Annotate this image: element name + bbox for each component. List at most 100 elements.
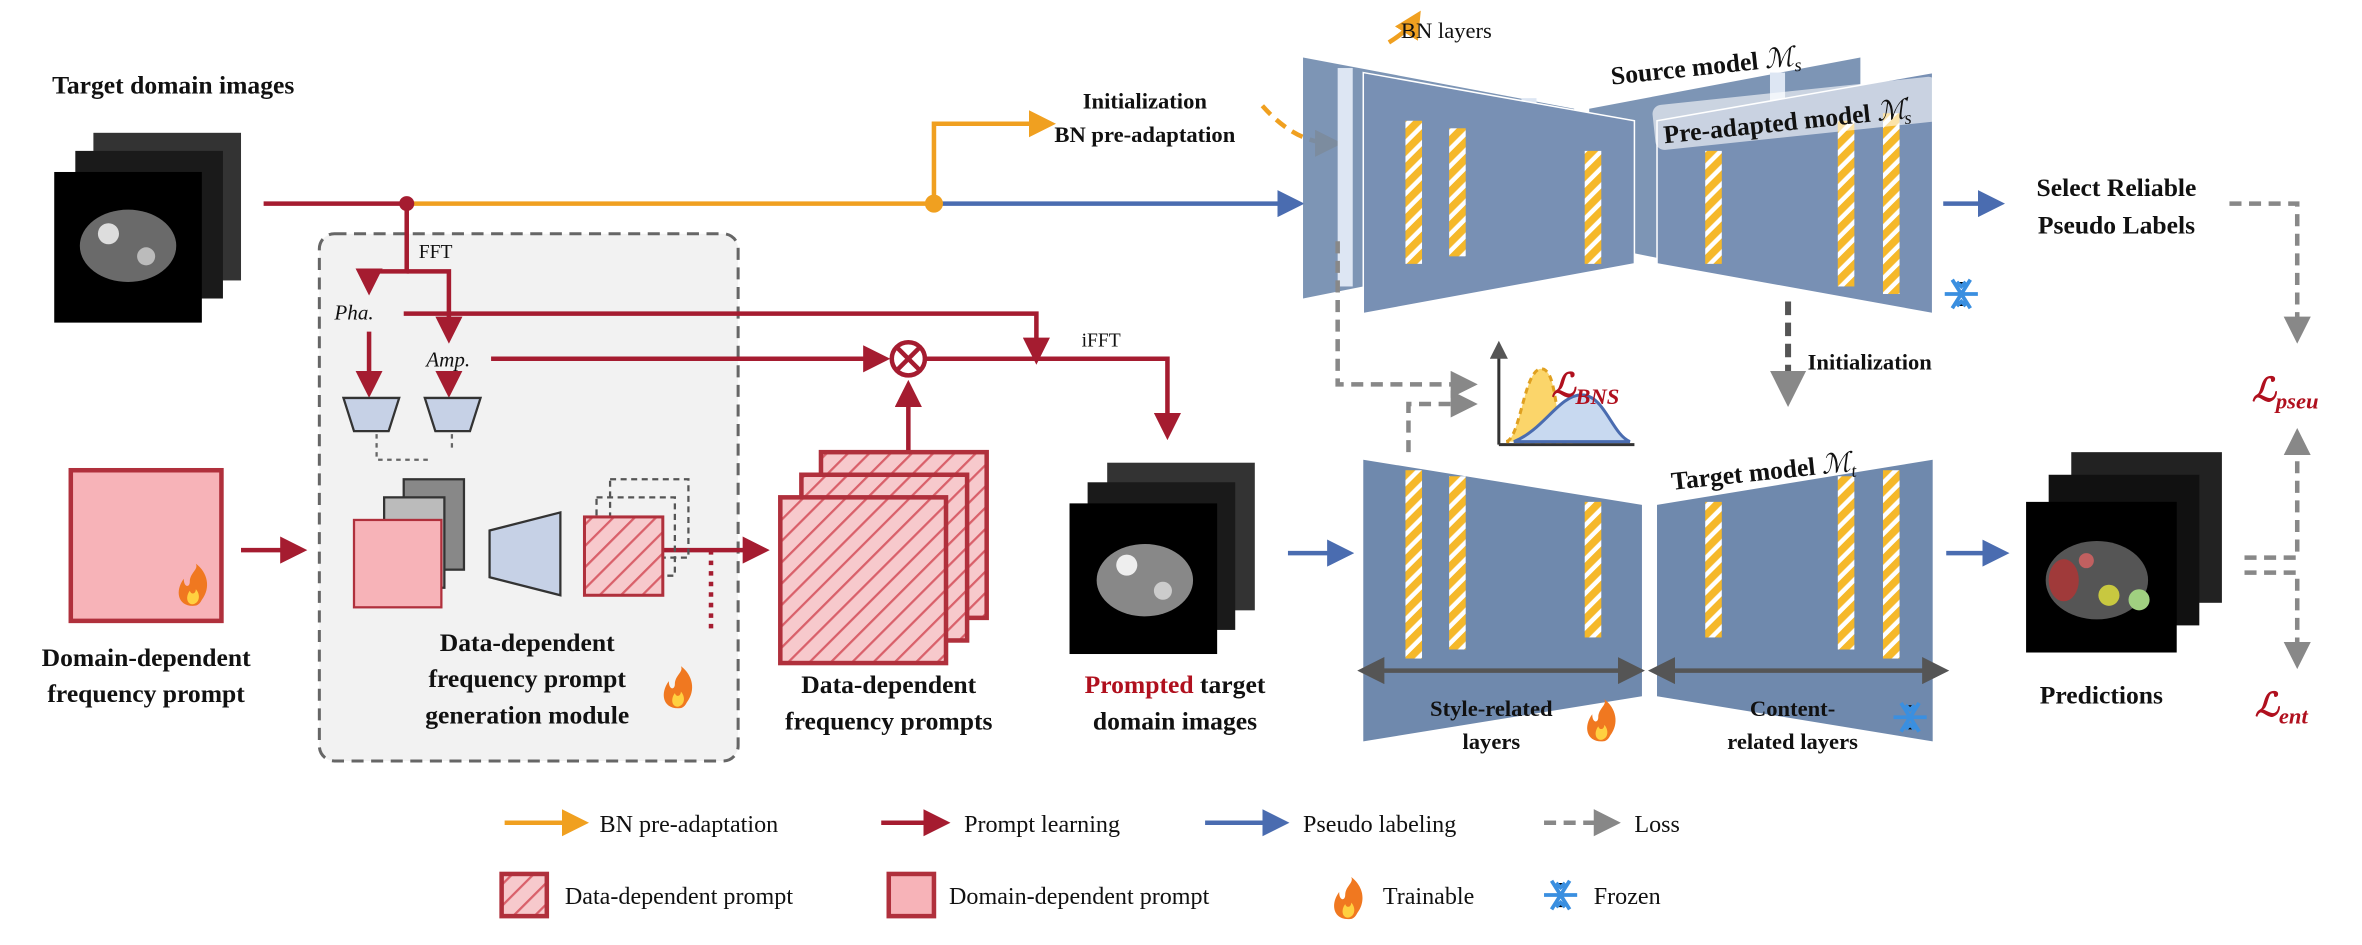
data-prompts-label: Data-dependent <box>801 670 976 699</box>
flow-lines-part <box>1260 104 1343 157</box>
legend-label: Frozen <box>1594 884 1661 910</box>
prediction-images-part <box>2048 559 2079 602</box>
snowflake-icon-part <box>1893 701 1927 733</box>
prediction-images <box>2026 452 2222 653</box>
legend-label: BN pre-adaptation <box>600 812 779 838</box>
phase-label: Pha. <box>333 301 373 325</box>
fft-lines <box>241 203 1181 633</box>
prediction-images-part <box>2045 541 2149 620</box>
domain-prompt-label: frequency prompt <box>47 679 245 708</box>
amplitude-label: Amp. <box>424 347 470 371</box>
fire-icon-part <box>178 563 208 606</box>
module-parts-part <box>423 396 483 433</box>
legend-label: Trainable <box>1383 884 1474 910</box>
preadapted-model-part <box>1584 150 1602 264</box>
label-backdrop <box>1652 76 1941 150</box>
select-label: Select Reliable <box>2036 173 2196 202</box>
fire-icon-part <box>672 691 684 707</box>
bns-plot <box>1499 350 1635 447</box>
bn-layers-label: BN layers <box>1401 18 1492 43</box>
prediction-images-part <box>2098 584 2120 606</box>
module-label: frequency prompt <box>429 664 627 693</box>
ifft-label: iFFT <box>1082 331 1121 352</box>
select-label: Pseudo Labels <box>2038 211 2195 240</box>
data-prompts-part <box>778 495 949 666</box>
module-parts-part <box>582 515 665 597</box>
content-label: related layers <box>1727 729 1858 754</box>
flow-lines-part <box>924 194 943 213</box>
prompted-images-part <box>1153 581 1172 600</box>
preadapted-model-part <box>1882 113 1900 294</box>
input-images-part <box>137 247 156 266</box>
legend-label: Domain-dependent prompt <box>949 884 1210 910</box>
legend-label: Loss <box>1634 812 1680 838</box>
prompted-images-part <box>1116 554 1138 576</box>
target-model-part <box>1449 476 1466 650</box>
snowflake-icon-part <box>1944 278 1978 310</box>
legend-part <box>886 871 937 919</box>
fire-icon <box>1334 876 1363 920</box>
preadapted-model-part <box>1362 71 1636 315</box>
fire-icon <box>1587 699 1616 742</box>
module-parts-part <box>341 396 401 433</box>
target-model-part <box>1705 501 1722 638</box>
domain-prompt-label: Domain-dependent <box>42 643 252 672</box>
predictions-label: Predictions <box>2040 681 2163 710</box>
loss-lines-part <box>1406 390 1478 453</box>
target-model-part <box>1584 501 1602 638</box>
loss-symbol: ℒ <box>2252 372 2278 409</box>
legend-label: Prompt learning <box>964 812 1120 838</box>
loss-lines-part <box>1335 241 1478 398</box>
model-sub: s <box>1903 107 1912 128</box>
snowflake-icon <box>1944 278 1978 310</box>
prompted-text: target <box>1200 670 1266 699</box>
loss-lines-part <box>2244 570 2311 670</box>
loss-symbol: ℒ <box>1552 367 1578 404</box>
flow-lines-part <box>1387 10 1421 45</box>
preadapted-model-part <box>1449 128 1466 257</box>
fire-icon-part <box>1587 699 1616 742</box>
fire-icon-part <box>1334 876 1363 920</box>
module-parts-part <box>488 510 562 597</box>
prediction-images-part <box>2078 553 2094 569</box>
module-parts-part <box>375 434 454 461</box>
loss-pseu: ℒpseu <box>2252 372 2319 414</box>
fft-lines-part <box>894 345 922 373</box>
loss-lines-part <box>2244 428 2311 560</box>
target-model-part <box>1882 470 1900 659</box>
input-images-part <box>79 209 177 282</box>
source-model-part <box>1337 68 1353 287</box>
content-label: Content- <box>1750 696 1835 721</box>
prediction-images-part <box>2128 589 2150 611</box>
legend-label: Data-dependent prompt <box>565 884 793 910</box>
legend-part <box>499 871 550 919</box>
input-title: Target domain images <box>52 71 294 100</box>
fire-icon-part <box>663 666 693 709</box>
loss-lines-part <box>2229 201 2311 344</box>
style-label: layers <box>1462 729 1520 754</box>
loss-sub: BNS <box>1574 384 1619 409</box>
loss-symbol: ℒ <box>2255 687 2281 724</box>
init-label: BN pre-adaptation <box>1054 122 1235 147</box>
legend <box>499 809 1621 919</box>
model-sub: s <box>1793 55 1802 76</box>
fire-icon <box>663 666 693 709</box>
preadapted-model-part <box>1705 150 1722 264</box>
prompted-images-part <box>1096 544 1194 617</box>
snowflake-icon-part <box>1544 879 1578 911</box>
bns-plot-part <box>1513 393 1631 444</box>
preadapted-model-part <box>1405 120 1423 264</box>
preadapted-model-part <box>1837 120 1855 287</box>
data-prompts-label: frequency prompts <box>785 706 992 735</box>
loss-lines <box>1335 201 2311 670</box>
module-parts <box>341 396 690 609</box>
loss-sub: ent <box>2279 703 2309 728</box>
flow-lines <box>263 10 1421 218</box>
input-images <box>54 132 242 323</box>
fire-icon-part <box>1342 902 1355 918</box>
init-mid-label: Initialization <box>1808 349 1933 374</box>
target-model-part <box>1837 476 1855 650</box>
init-label: Initialization <box>1083 89 1208 114</box>
fire-icon-part <box>187 589 199 605</box>
